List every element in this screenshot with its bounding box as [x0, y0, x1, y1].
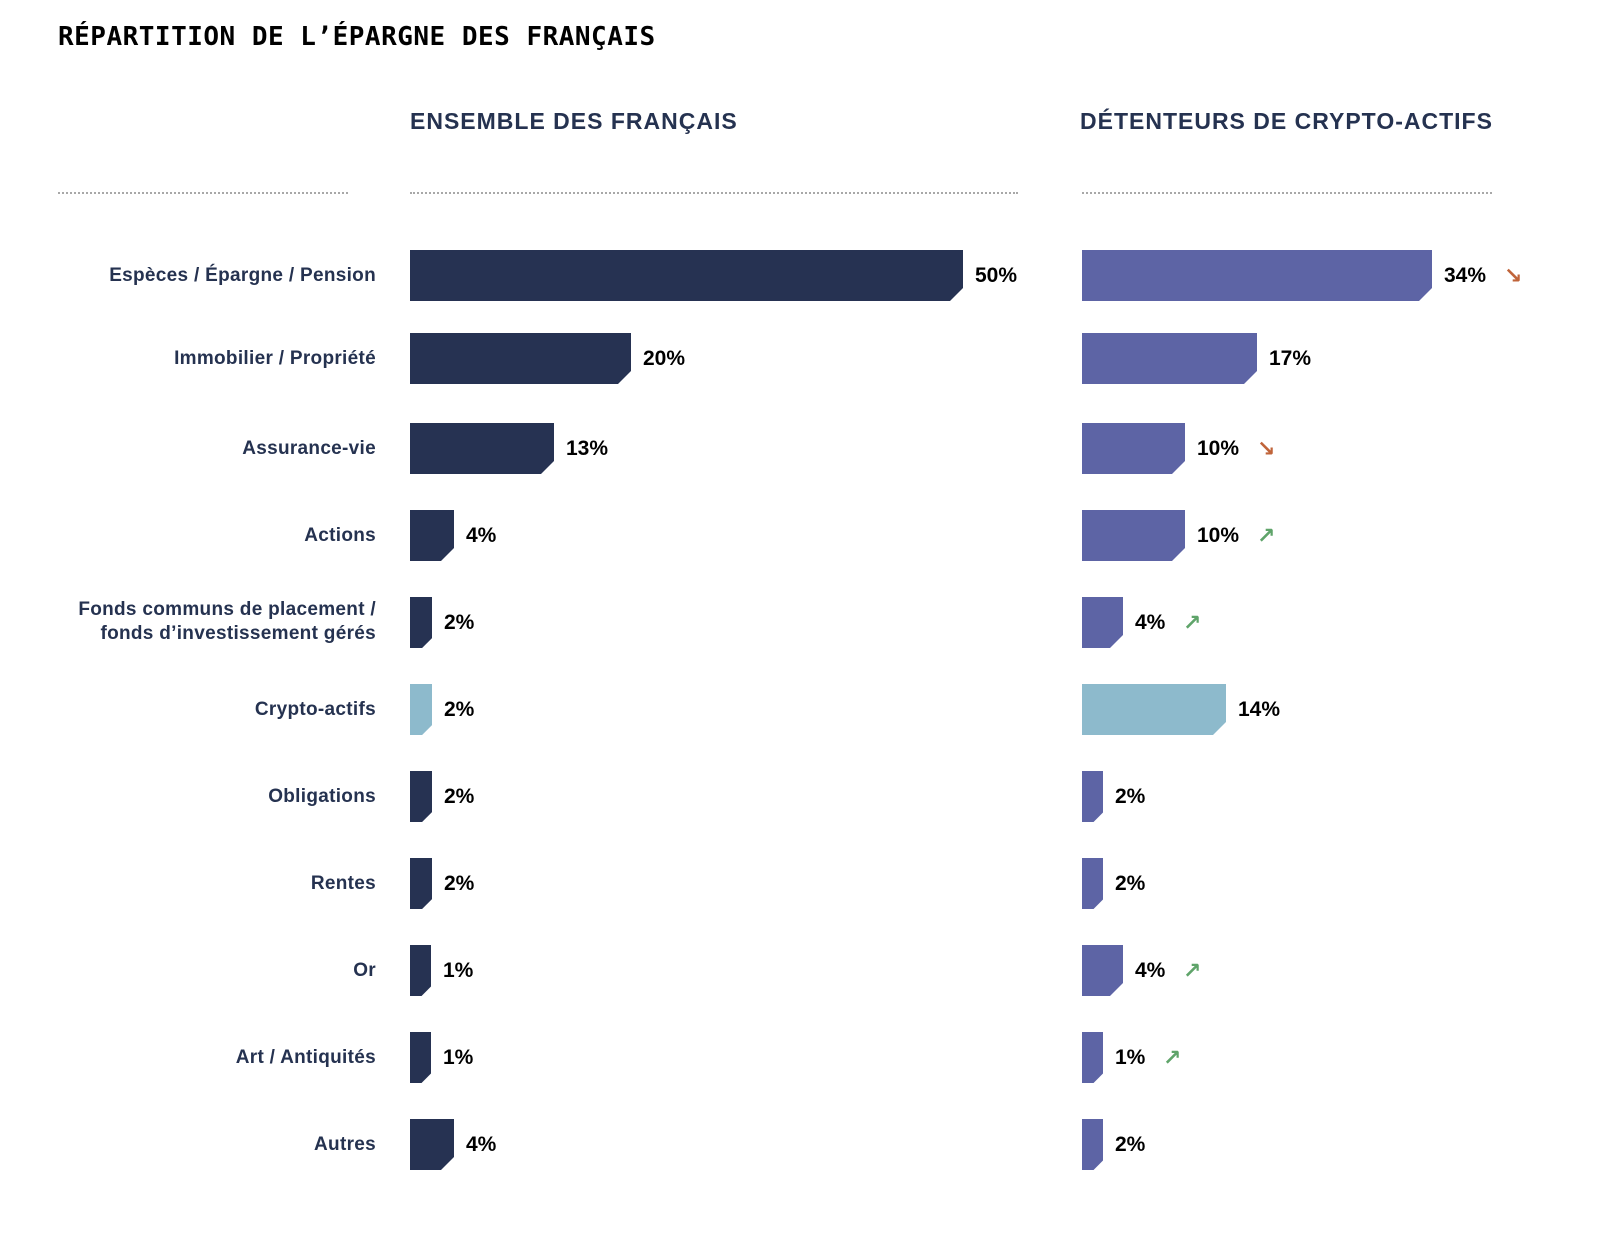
bar-crypto-holders: [1082, 597, 1123, 648]
value-label-crypto-holders: 10%: [1197, 524, 1240, 547]
row-label: Assurance-vie: [242, 438, 376, 459]
bar-crypto-holders: [1082, 423, 1185, 474]
row-label: Fonds communs de placement / fonds d’inve…: [36, 598, 376, 646]
row-label: Art / Antiquités: [235, 1047, 376, 1068]
row-label: Autres: [314, 1134, 376, 1155]
divider-labels: [58, 192, 348, 194]
bar-crypto-holders: [1082, 945, 1123, 996]
value-label-crypto-holders: 10%: [1197, 437, 1240, 460]
bar-crypto-holders: [1082, 858, 1103, 909]
bar-all: [410, 945, 431, 996]
value-label-all: 4%: [466, 1133, 497, 1156]
bar-all: [410, 250, 963, 301]
trend-up-arrow-icon: ↗: [1183, 958, 1202, 983]
value-label-all: 4%: [466, 524, 497, 547]
value-label-all: 1%: [443, 959, 474, 982]
bar-all: [410, 510, 454, 561]
bar-all: [410, 597, 432, 648]
bar-all: [410, 333, 631, 384]
row-label: Obligations: [268, 786, 376, 807]
trend-up-arrow-icon: ↗: [1163, 1045, 1182, 1070]
value-label-all: 2%: [444, 872, 475, 895]
value-label-all: 13%: [566, 437, 609, 460]
column-header-crypto-holders: DÉTENTEURS DE CRYPTO-ACTIFS: [1080, 108, 1493, 134]
bar-crypto-holders: [1082, 250, 1432, 301]
value-label-all: 50%: [975, 264, 1018, 287]
value-label-all: 2%: [444, 611, 475, 634]
bar-crypto-holders: [1082, 684, 1226, 735]
trend-down-arrow-icon: ↘: [1257, 436, 1276, 461]
bar-all: [410, 423, 554, 474]
value-label-crypto-holders: 1%: [1115, 1046, 1146, 1069]
value-label-all: 2%: [444, 785, 475, 808]
bar-crypto-holders: [1082, 510, 1185, 561]
value-label-crypto-holders: 2%: [1115, 785, 1146, 808]
trend-down-arrow-icon: ↘: [1504, 263, 1523, 288]
value-label-crypto-holders: 14%: [1238, 698, 1281, 721]
row-label: Crypto-actifs: [254, 699, 376, 720]
column-header-all: ENSEMBLE DES FRANÇAIS: [410, 108, 738, 134]
value-label-all: 1%: [443, 1046, 474, 1069]
row-label: Espèces / Épargne / Pension: [109, 265, 376, 286]
trend-up-arrow-icon: ↗: [1257, 523, 1276, 548]
row-label: Actions: [304, 525, 376, 546]
value-label-crypto-holders: 2%: [1115, 1133, 1146, 1156]
chart-title: RÉPARTITION DE L’ÉPARGNE DES FRANÇAIS: [58, 22, 656, 52]
value-label-all: 20%: [643, 347, 686, 370]
row-label-line: fonds d’investissement gérés: [100, 623, 376, 644]
row-label: Or: [353, 960, 376, 981]
value-label-crypto-holders: 4%: [1135, 959, 1166, 982]
bar-all: [410, 684, 432, 735]
row-label: Immobilier / Propriété: [174, 348, 376, 369]
divider-all: [410, 192, 1018, 194]
row-label-line: Fonds communs de placement /: [78, 599, 376, 620]
bar-crypto-holders: [1082, 771, 1103, 822]
value-label-crypto-holders: 2%: [1115, 872, 1146, 895]
bar-all: [410, 1032, 431, 1083]
bar-crypto-holders: [1082, 1032, 1103, 1083]
bar-all: [410, 771, 432, 822]
value-label-crypto-holders: 4%: [1135, 611, 1166, 634]
row-label: Rentes: [310, 873, 376, 894]
bar-all: [410, 858, 432, 909]
value-label-all: 2%: [444, 698, 475, 721]
bar-crypto-holders: [1082, 1119, 1103, 1170]
bar-crypto-holders: [1082, 333, 1257, 384]
bar-all: [410, 1119, 454, 1170]
value-label-crypto-holders: 34%: [1444, 264, 1487, 287]
value-label-crypto-holders: 17%: [1269, 347, 1312, 370]
trend-up-arrow-icon: ↗: [1183, 610, 1202, 635]
divider-crypto-holders: [1082, 192, 1492, 194]
